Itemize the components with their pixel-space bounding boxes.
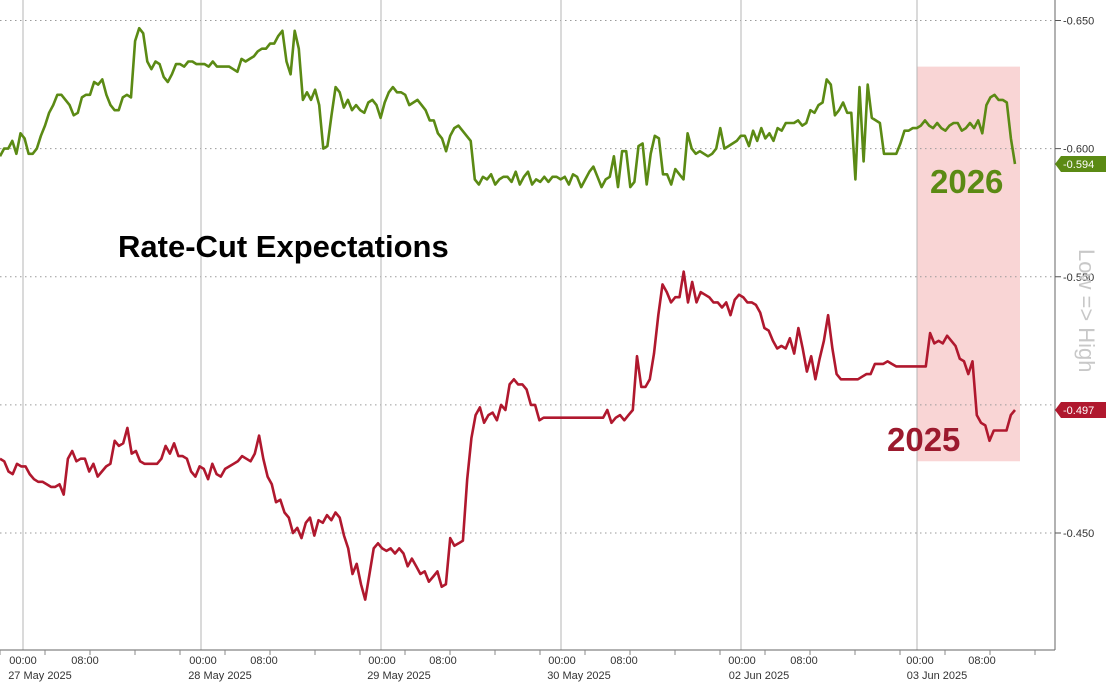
x-tick-time: 08:00 bbox=[968, 655, 996, 667]
x-tick-date: 27 May 2025 bbox=[8, 670, 72, 682]
series-line-2025 bbox=[0, 270, 1017, 601]
series-label-2025: 2025 bbox=[887, 421, 960, 458]
y-tick-label: -0.450 bbox=[1063, 528, 1094, 540]
series-line-2026 bbox=[0, 26, 1017, 189]
last-value-labels: -0.594 -0.497 bbox=[1055, 156, 1106, 418]
highlight-band bbox=[917, 66, 1020, 462]
last-value-text: -0.594 bbox=[1063, 159, 1094, 171]
x-tick-time: 08:00 bbox=[71, 655, 99, 667]
last-value-label-2025: -0.497 bbox=[1055, 402, 1106, 418]
y-axis-ticks: -0.650 -0.600 -0.550 -0.450 bbox=[1055, 16, 1094, 540]
last-value-tag bbox=[1055, 156, 1106, 172]
chart-title: Rate-Cut Expectations bbox=[118, 229, 449, 264]
x-tick-date: 28 May 2025 bbox=[188, 670, 252, 682]
x-tick-date: 02 Jun 2025 bbox=[729, 670, 790, 682]
x-tick-time: 00:00 bbox=[728, 655, 756, 667]
gridlines bbox=[0, 20, 1055, 534]
x-tick-time: 00:00 bbox=[368, 655, 396, 667]
x-tick-time: 00:00 bbox=[189, 655, 217, 667]
last-value-tag bbox=[1055, 402, 1106, 418]
x-tick-time: 00:00 bbox=[9, 655, 37, 667]
last-value-label-2026: -0.594 bbox=[1055, 156, 1106, 172]
y-tick-label: -0.550 bbox=[1063, 272, 1094, 284]
x-tick-time: 08:00 bbox=[250, 655, 278, 667]
x-tick-date: 29 May 2025 bbox=[367, 670, 431, 682]
x-tick-time: 08:00 bbox=[790, 655, 818, 667]
y-axis-label: Low => High bbox=[1074, 249, 1099, 373]
last-value-text: -0.497 bbox=[1063, 405, 1094, 417]
x-tick-date: 30 May 2025 bbox=[547, 670, 611, 682]
day-separators bbox=[22, 0, 918, 650]
series-label-2026: 2026 bbox=[930, 163, 1003, 200]
x-tick-time: 08:00 bbox=[429, 655, 457, 667]
y-tick-label: -0.600 bbox=[1063, 144, 1094, 156]
series-lines bbox=[0, 26, 1017, 601]
x-tick-date: 03 Jun 2025 bbox=[907, 670, 968, 682]
y-tick-label: -0.650 bbox=[1063, 16, 1094, 28]
x-axis-ticks: 00:00 27 May 2025 08:00 00:00 28 May 2025 08:… bbox=[0, 650, 1036, 682]
x-tick-time: 00:00 bbox=[906, 655, 934, 667]
x-tick-time: 00:00 bbox=[548, 655, 576, 667]
x-tick-time: 08:00 bbox=[610, 655, 638, 667]
